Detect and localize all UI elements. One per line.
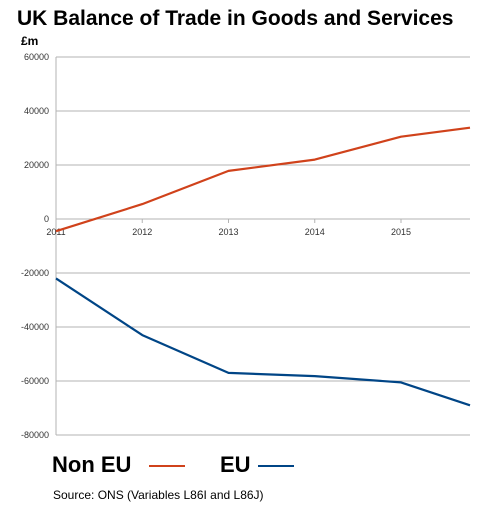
y-tick-label: 20000 [24,160,49,170]
x-tick-label: 2013 [218,227,238,237]
y-tick-label: 0 [44,214,49,224]
legend-swatch-eu [258,465,294,467]
y-tick-label: 60000 [24,52,49,62]
x-tick-label: 2014 [305,227,325,237]
legend-label-non-eu: Non EU [52,452,132,477]
y-tick-label: -20000 [21,268,49,278]
x-tick-label: 2015 [391,227,411,237]
legend-swatch-non-eu [149,465,185,467]
source-note: Source: ONS (Variables L86I and L86J) [53,488,264,502]
chart-title: UK Balance of Trade in Goods and Service… [17,7,454,30]
y-tick-label: -60000 [21,376,49,386]
y-axis-unit-label: £m [21,34,39,48]
y-tick-label: 40000 [24,106,49,116]
y-tick-label: -40000 [21,322,49,332]
y-tick-label: -80000 [21,430,49,440]
series-line-non-eu [55,126,471,233]
x-tick-label: 2012 [132,227,152,237]
series-line-eu [55,277,471,407]
x-tick-label: 2011 [46,227,65,237]
legend-label-eu: EU [220,452,251,477]
